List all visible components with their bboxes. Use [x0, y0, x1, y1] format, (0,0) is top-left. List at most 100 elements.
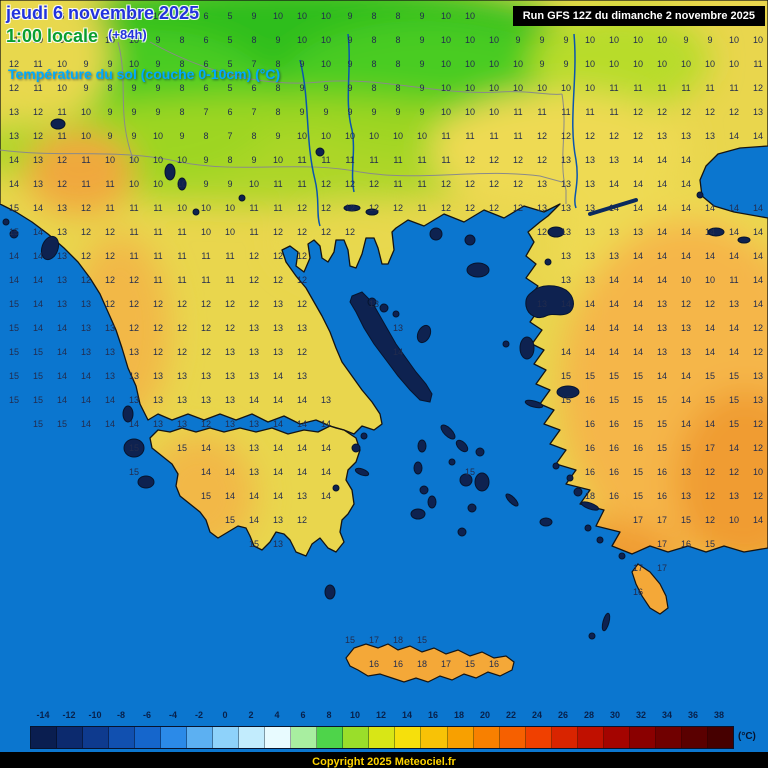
temperature-shading [0, 0, 768, 556]
lake-kerkini [315, 147, 325, 157]
island-syros [448, 458, 456, 466]
scale-cell [525, 727, 552, 748]
island-kos [580, 501, 600, 511]
island-nisyros [584, 524, 592, 532]
island-alonissos [392, 310, 400, 318]
scale-label: 14 [401, 710, 412, 720]
scale-label: 26 [557, 710, 568, 720]
scale-cell [187, 727, 214, 748]
lake-iznik [737, 236, 751, 244]
island-andros [440, 424, 456, 440]
scale-label: -10 [88, 710, 102, 720]
island-sifnos [427, 495, 437, 509]
island-tilos [596, 536, 604, 544]
island-ikaria [524, 399, 544, 409]
island-hydra [354, 467, 370, 477]
lake-shkodra [50, 118, 66, 130]
island-rhodes [631, 563, 669, 615]
island-kea [417, 439, 427, 453]
scale-cell [655, 727, 682, 748]
scale-unit-label: (°C) [738, 731, 756, 742]
forecast-local-time: 1:00 locale [6, 26, 99, 46]
island-salamina [360, 432, 368, 440]
island-kasos [588, 632, 596, 640]
scale-label: 20 [479, 710, 490, 720]
island-paros [459, 473, 473, 487]
island-samothrace [464, 234, 476, 246]
lake-prespa [177, 177, 187, 191]
island-naxos [474, 472, 490, 492]
island-amorgos [505, 493, 519, 507]
scale-label: -8 [116, 710, 125, 720]
scale-label: 34 [661, 710, 672, 720]
scale-cell [603, 727, 630, 748]
island-marmara [696, 191, 704, 199]
island-serifos [419, 485, 429, 495]
scale-cell [499, 727, 526, 748]
scale-cell [681, 727, 708, 748]
scale-cell [291, 727, 318, 748]
scale-cell [161, 727, 188, 748]
scale-cells [30, 726, 734, 749]
scale-label: -6 [142, 710, 151, 720]
dardanelles-strait [588, 198, 638, 216]
island-skiathos [367, 297, 377, 307]
scale-cell [213, 727, 240, 748]
scale-cell [83, 727, 110, 748]
scale-label: -12 [62, 710, 76, 720]
scale-cell [421, 727, 448, 748]
island-psara [502, 340, 510, 348]
island-zakynthos [137, 475, 155, 489]
scale-label: -2 [194, 710, 203, 720]
island-spetses [332, 484, 340, 492]
scale-label: 12 [375, 710, 386, 720]
island-karpathos [601, 612, 611, 632]
forecast-date: jeudi 6 novembre 2025 [6, 3, 200, 23]
island-limnos [466, 262, 490, 278]
island-leros [566, 474, 574, 482]
island-euboea [349, 291, 433, 403]
scale-label: 22 [505, 710, 516, 720]
scale-cell [317, 727, 344, 748]
forecast-time: 1:00 locale (+84h) [6, 26, 147, 47]
scale-cell [135, 727, 162, 748]
island-skyros [416, 324, 432, 344]
scale-cell [473, 727, 500, 748]
copyright-bar: Copyright 2025 Meteociel.fr [0, 752, 768, 768]
islet-adriatic-1 [2, 218, 10, 226]
forecast-offset: (+84h) [108, 27, 147, 42]
island-ios [467, 503, 477, 513]
scale-label: 30 [609, 710, 620, 720]
island-kalymnos [573, 487, 583, 497]
scale-label: 6 [300, 710, 306, 720]
map-subtitle: Température du sol (couche 0-10cm) (°C) [8, 66, 281, 82]
scale-cell [239, 727, 266, 748]
scale-cell [577, 727, 604, 748]
island-samos [556, 385, 580, 399]
island-thasos [429, 227, 443, 241]
islet-adriatic-2 [9, 229, 19, 239]
island-skopelos [379, 303, 389, 313]
copyright-text: Copyright 2025 Meteociel.fr [312, 756, 456, 768]
scale-label: 4 [274, 710, 280, 720]
scale-label: 36 [687, 710, 698, 720]
island-aegina [351, 443, 361, 453]
scale-cell [447, 727, 474, 748]
scale-label: -4 [168, 710, 177, 720]
island-imbros [547, 226, 565, 238]
scale-label: 18 [453, 710, 464, 720]
scale-cell [265, 727, 292, 748]
weather-map [0, 0, 768, 683]
scale-cell [629, 727, 656, 748]
island-bozcaada [544, 258, 552, 266]
run-info-box: Run GFS 12Z du dimanche 2 novembre 2025 [512, 6, 765, 26]
island-chios [519, 336, 535, 360]
scale-cell [551, 727, 578, 748]
scale-label: 28 [583, 710, 594, 720]
island-santorini [457, 527, 467, 537]
scale-label: 32 [635, 710, 646, 720]
island-corfu [40, 235, 60, 261]
islands-and-lakes [2, 118, 751, 640]
island-crete [345, 643, 515, 683]
